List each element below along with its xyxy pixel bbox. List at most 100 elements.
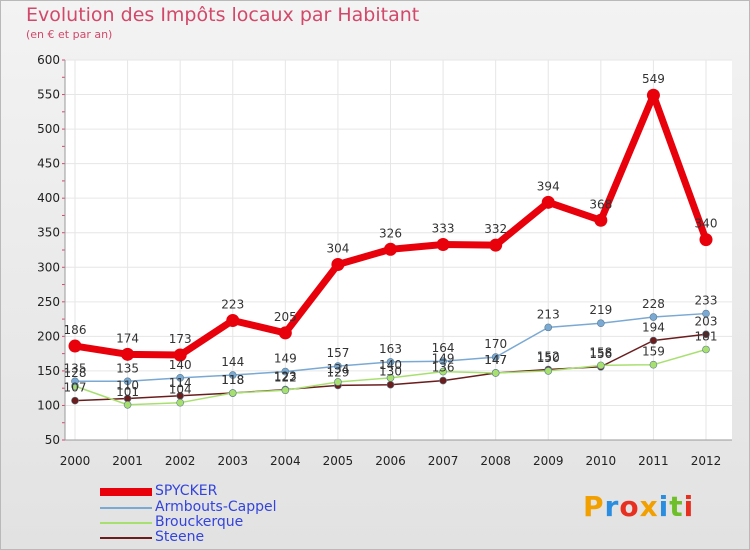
data-label: 170	[484, 337, 507, 351]
x-tick-label: 2001	[112, 454, 143, 468]
data-point	[68, 339, 82, 353]
data-label: 149	[274, 352, 297, 366]
x-tick-label: 2002	[165, 454, 196, 468]
data-point	[176, 398, 184, 407]
data-label: 205	[274, 310, 297, 324]
data-label: 122	[274, 370, 297, 384]
y-tick-label: 400	[37, 191, 60, 205]
data-label: 159	[642, 345, 665, 359]
data-label: 140	[379, 358, 402, 372]
y-tick-label: 200	[37, 329, 60, 343]
data-label: 129	[326, 365, 349, 379]
data-label: 228	[642, 297, 665, 311]
x-tick-label: 2009	[533, 454, 564, 468]
data-label: 136	[432, 361, 455, 375]
data-point	[331, 258, 345, 272]
data-label: 233	[695, 294, 718, 308]
data-label: 147	[484, 353, 507, 367]
data-point	[439, 376, 447, 385]
data-label: 107	[64, 381, 87, 395]
data-point	[439, 367, 447, 376]
y-tick-label: 250	[37, 295, 60, 309]
y-tick-label: 50	[45, 433, 60, 447]
x-tick-label: 2008	[480, 454, 511, 468]
data-label: 163	[379, 342, 402, 356]
y-tick-label: 150	[37, 364, 60, 378]
data-point	[121, 347, 135, 361]
data-point	[544, 323, 553, 332]
data-label: 130	[379, 365, 402, 379]
x-tick-label: 2003	[217, 454, 248, 468]
data-label: 223	[221, 297, 244, 311]
data-label: 549	[642, 72, 665, 86]
data-label: 118	[221, 373, 244, 387]
data-label: 203	[695, 314, 718, 328]
data-label: 394	[537, 179, 560, 193]
data-point	[649, 336, 658, 345]
data-point	[489, 238, 503, 252]
data-label: 340	[695, 217, 718, 231]
data-point	[226, 313, 240, 327]
data-point	[436, 237, 450, 251]
data-point	[702, 345, 710, 354]
data-label: 110	[116, 379, 139, 393]
data-point	[176, 374, 184, 382]
data-label: 150	[537, 351, 560, 365]
chart-title: Evolution des Impôts locaux par Habitant	[26, 4, 420, 26]
data-label: 152	[537, 350, 560, 364]
chart-subtitle: (en € et par an)	[26, 28, 113, 41]
data-label: 156	[589, 347, 612, 361]
data-point	[278, 326, 292, 340]
data-label: 219	[589, 303, 612, 317]
y-tick-label: 550	[37, 88, 60, 102]
x-tick-label: 2006	[375, 454, 406, 468]
y-tick-label: 350	[37, 226, 60, 240]
data-label: 144	[221, 355, 244, 369]
data-label: 147	[484, 353, 507, 367]
x-tick-label: 2012	[691, 454, 722, 468]
data-label: 114	[169, 376, 192, 390]
x-tick-label: 2011	[638, 454, 669, 468]
legend-label-armbouts-cappel: Armbouts-Cappel	[155, 499, 277, 515]
data-label: 326	[379, 226, 402, 240]
data-label: 134	[326, 362, 349, 376]
data-point	[281, 367, 290, 376]
legend-label-steene: Steene	[155, 529, 205, 545]
data-point	[123, 377, 132, 386]
data-point	[649, 313, 658, 321]
legend-label-spycker: SPYCKER	[155, 483, 218, 499]
data-point	[702, 330, 710, 339]
data-label: 157	[326, 346, 349, 360]
data-point	[544, 367, 553, 375]
data-point	[386, 374, 395, 382]
data-label: 304	[326, 242, 349, 256]
data-point	[386, 380, 395, 389]
y-tick-label: 100	[37, 398, 60, 412]
data-label: 118	[221, 373, 244, 387]
data-label: 164	[432, 341, 455, 355]
data-label: 213	[537, 307, 560, 321]
data-point	[541, 195, 555, 209]
data-point	[491, 353, 500, 361]
data-point	[334, 378, 342, 386]
y-tick-label: 300	[37, 260, 60, 274]
data-point	[597, 319, 605, 328]
y-tick-label: 450	[37, 157, 60, 171]
data-label: 186	[64, 323, 87, 337]
data-point	[228, 389, 237, 397]
data-point	[281, 386, 290, 395]
data-label: 333	[432, 221, 455, 235]
y-tick-label: 600	[37, 53, 60, 67]
data-point	[71, 396, 79, 405]
data-point	[597, 361, 605, 370]
data-label: 128	[64, 366, 87, 380]
data-point	[594, 213, 608, 227]
data-point	[649, 360, 658, 369]
data-label: 332	[484, 222, 507, 236]
data-point	[646, 88, 660, 102]
data-point	[386, 358, 395, 366]
data-label: 174	[116, 331, 139, 345]
x-tick-label: 2004	[270, 454, 301, 468]
proxiti-logo: Proxiti	[583, 490, 695, 523]
